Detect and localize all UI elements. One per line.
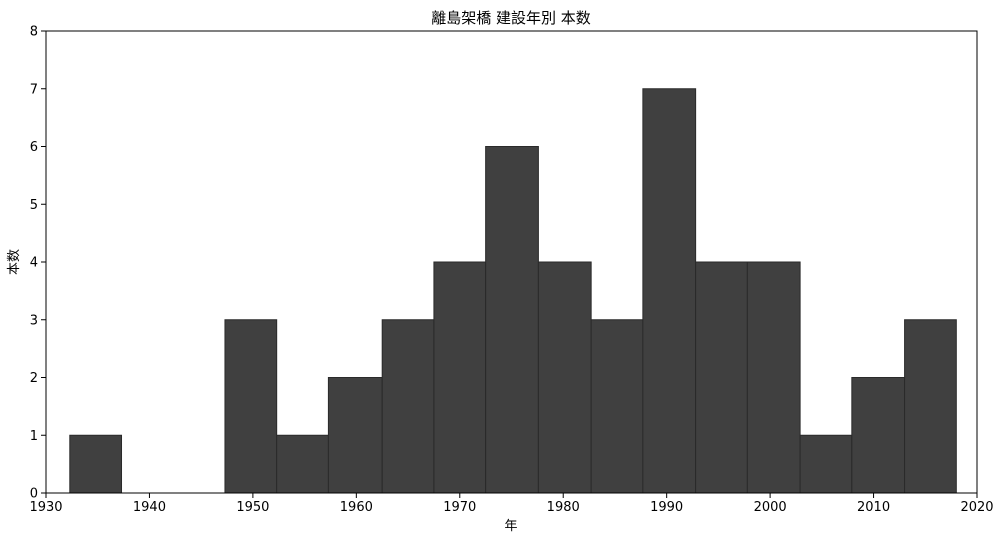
y-tick-label: 6: [30, 140, 38, 155]
x-axis-ticks: 1930 1940 1950 1960 1970 1980 1990 2000 2010 2020: [29, 493, 994, 515]
histogram-bar: [537, 261, 592, 494]
y-tick-label: 2: [30, 371, 38, 386]
x-tick-label: 2010: [857, 500, 890, 515]
x-tick-label: 1980: [547, 500, 580, 515]
y-axis-label: 本数: [7, 249, 22, 275]
x-tick-label: 2000: [754, 500, 787, 515]
histogram-bar: [69, 434, 123, 494]
y-tick-label: 8: [30, 25, 38, 40]
histogram-bar: [276, 434, 329, 494]
x-tick-label: 1970: [443, 500, 476, 515]
histogram-bar: [695, 261, 748, 494]
histogram-bar: [590, 319, 644, 494]
x-tick-label: 1990: [650, 500, 683, 515]
histogram-bar: [327, 377, 383, 494]
y-tick-label: 4: [30, 256, 38, 271]
x-tick-label: 1940: [133, 500, 166, 515]
y-tick-label: 3: [30, 313, 38, 328]
y-tick-label: 7: [30, 82, 38, 97]
chart-title: 離島架橋 建設年別 本数: [431, 9, 591, 27]
x-axis-label: 年: [504, 519, 517, 534]
histogram-bar: [381, 319, 435, 494]
y-tick-label: 1: [30, 429, 38, 444]
histogram-bar: [642, 88, 697, 494]
histogram-bar: [746, 261, 801, 494]
x-tick-label: 1930: [29, 500, 62, 515]
histogram-bar: [224, 319, 278, 494]
x-tick-label: 1960: [340, 500, 373, 515]
histogram-bar: [799, 434, 853, 494]
histogram-bar: [851, 377, 906, 494]
y-tick-label: 5: [30, 198, 38, 213]
x-tick-label: 2020: [960, 500, 993, 515]
y-tick-label: 0: [30, 487, 38, 502]
histogram-bar: [904, 319, 957, 494]
x-tick-label: 1950: [236, 500, 269, 515]
histogram-bar: [433, 261, 487, 494]
y-axis-ticks: 0 1 2 3 4 5 6 7 8: [30, 25, 46, 502]
bars-group: [69, 88, 957, 494]
histogram-bar: [485, 146, 539, 494]
